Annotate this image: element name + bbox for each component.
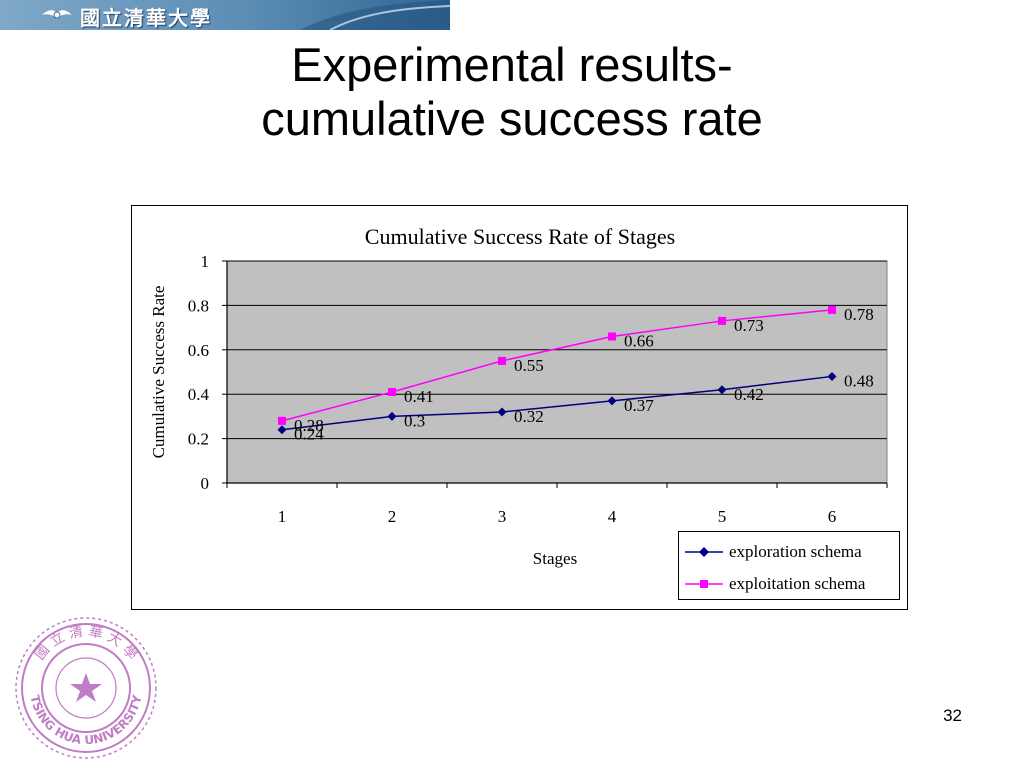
slide-title-line1: Experimental results- (291, 38, 733, 91)
series-0-point-3 (607, 396, 617, 406)
x-axis-label: Stages (533, 549, 577, 568)
y-axis-label: Cumulative Success Rate (149, 286, 168, 459)
legend-marker-diamond-icon (685, 547, 723, 557)
university-emblem-icon (42, 10, 72, 19)
series-1-point-1 (388, 387, 396, 396)
y-tick-label-4: 0.8 (188, 296, 209, 315)
x-tick-label-6: 6 (828, 507, 837, 526)
series-0-data-label-0: 0.24 (294, 425, 324, 444)
university-name: 國立清華大學 (80, 6, 212, 30)
series-line-0 (281, 375, 833, 431)
plot-area (226, 260, 888, 484)
series-1-point-3 (608, 332, 616, 341)
x-tick-label-3: 3 (498, 507, 507, 526)
series-0-data-label-3: 0.37 (624, 396, 654, 415)
series-0-data-label-1: 0.3 (404, 411, 425, 430)
series-0-point-2 (497, 407, 507, 417)
series-1-point-5 (828, 305, 836, 314)
x-tick-label-2: 2 (388, 507, 397, 526)
chart-frame: Cumulative Success Rate of Stages Stages… (131, 205, 908, 610)
legend-label-exploration: exploration schema (729, 542, 862, 561)
series-0-point-4 (717, 385, 727, 395)
legend-item-exploration: exploration schema (685, 538, 897, 566)
university-seal: 國 立 清 華 大 學 TSING HUA UNIVERSITY (15, 617, 157, 759)
page-number: 32 (943, 706, 962, 725)
series-1-data-label-5: 0.78 (844, 305, 874, 324)
x-tick-label-1: 1 (278, 507, 287, 526)
series-1-data-label-0: 0.28 (294, 416, 324, 435)
series-0-point-1 (387, 411, 397, 421)
x-tick-label-5: 5 (718, 507, 727, 526)
series-1-data-label-1: 0.41 (404, 387, 434, 406)
series-1-data-label-4: 0.73 (734, 316, 764, 335)
x-tick-label-4: 4 (608, 507, 617, 526)
y-tick-label-2: 0.4 (188, 385, 210, 404)
series-1-data-label-2: 0.55 (514, 356, 544, 375)
series-1-data-label-3: 0.66 (624, 331, 654, 350)
series-0-data-label-4: 0.42 (734, 385, 764, 404)
slide-title: Experimental results- cumulative success… (0, 38, 1024, 146)
slide-title-line2: cumulative success rate (261, 92, 763, 145)
y-tick-label-1: 0.2 (188, 430, 209, 449)
series-1-point-2 (498, 356, 506, 365)
chart-title: Cumulative Success Rate of Stages (365, 224, 675, 249)
series-0-point-5 (827, 371, 837, 381)
university-banner: 國立清華大學 (0, 0, 450, 30)
series-1-point-4 (718, 316, 726, 325)
series-0-point-0 (277, 425, 287, 435)
banner-decoration (300, 0, 450, 30)
line-chart: Cumulative Success Rate of Stages Stages… (149, 224, 888, 568)
legend-marker-square-icon (685, 580, 723, 588)
seal-star-icon (70, 673, 102, 702)
series-0-data-label-2: 0.32 (514, 407, 544, 426)
legend-label-exploitation: exploitation schema (729, 574, 866, 593)
series-0-data-label-5: 0.48 (844, 371, 874, 390)
legend-item-exploitation: exploitation schema (685, 570, 897, 598)
y-tick-label-5: 1 (201, 252, 210, 271)
series-1-point-0 (278, 416, 286, 425)
y-tick-label-3: 0.6 (188, 341, 209, 360)
y-tick-label-0: 0 (201, 474, 210, 493)
series-line-1 (281, 309, 833, 422)
chart-legend: exploration schema exploitation schema (678, 531, 900, 600)
